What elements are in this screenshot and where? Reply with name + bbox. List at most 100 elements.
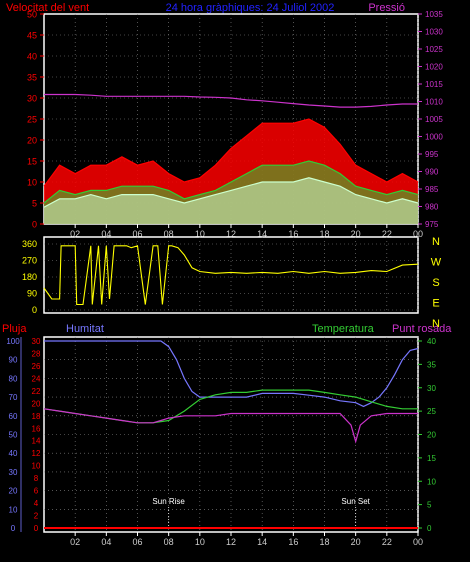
panel3-x-tick-label: 14 (257, 537, 267, 547)
panel1-x-tick-label: 00 (413, 229, 423, 239)
panel3-humidity-tick-label: 70 (9, 393, 18, 402)
panel3-humidity-tick-label: 40 (9, 449, 18, 458)
panel1-left-tick-label: 30 (27, 94, 37, 104)
panel3-x-tick-label: 20 (351, 537, 361, 547)
panel3-x-tick-label: 06 (132, 537, 142, 547)
panel3-right-axis-label-2: Punt rosada (392, 323, 452, 335)
panel1-left-tick-label: 40 (27, 52, 37, 62)
panel2-compass-label: E (432, 298, 439, 310)
panel3-rain-tick-label: 0 (34, 524, 39, 533)
panel3-left-axis-label-2: Humitat (66, 323, 104, 335)
panel1-right-tick-label: 1025 (425, 45, 443, 54)
panel3-right-tick-label: 35 (427, 360, 436, 369)
panel3-rain-tick-label: 18 (32, 412, 41, 421)
panel3-humidity-tick-label: 20 (9, 487, 18, 496)
panel3-rain-tick-label: 4 (34, 499, 39, 508)
panel3-humidity-tick-label: 80 (9, 374, 18, 383)
panel1-series-line-3 (44, 93, 418, 108)
panel3-rain-tick-label: 20 (32, 399, 41, 408)
panel1-right-tick-label: 990 (425, 168, 439, 177)
panel3-rain-tick-label: 26 (32, 362, 41, 371)
panel3-humidity-tick-label: 10 (9, 505, 18, 514)
panel3-rain-tick-label: 22 (32, 387, 41, 396)
panel3-rain-tick-label: 16 (32, 424, 41, 433)
panel3-x-tick-label: 04 (101, 537, 111, 547)
panel2-left-tick-label: 360 (22, 239, 37, 249)
panel1-left-tick-label: 45 (27, 31, 37, 41)
panel3-humidity-tick-label: 100 (6, 337, 20, 346)
panel1-left-tick-label: 35 (27, 73, 37, 83)
panel3-event-label: Sun Rise (152, 497, 185, 506)
panel3-x-tick-label: 22 (382, 537, 392, 547)
panel1-right-tick-label: 1030 (425, 28, 443, 37)
panel3-humidity-tick-label: 30 (9, 468, 18, 477)
panel3-humidity-tick-label: 50 (9, 431, 18, 440)
panel3-right-tick-label: 5 (427, 501, 432, 510)
panel2-compass-label: W (431, 257, 442, 269)
panel3-humidity-tick-label: 0 (11, 524, 16, 533)
panel2-left-tick-label: 90 (27, 289, 37, 299)
panel1-x-tick-label: 14 (257, 229, 267, 239)
panel1-x-tick-label: 08 (164, 229, 174, 239)
panel1-right-tick-label: 1000 (425, 133, 443, 142)
panel1-left-tick-label: 5 (32, 199, 37, 209)
panel3-right-tick-label: 15 (427, 454, 436, 463)
panel3-rain-tick-label: 28 (32, 349, 41, 358)
panel3-right-tick-label: 30 (427, 384, 436, 393)
panel1-x-tick-label: 02 (70, 229, 80, 239)
panel2-left-tick-label: 0 (32, 305, 37, 315)
panel3-right-axis-label-1: Temperatura (312, 323, 375, 335)
panel3-x-tick-label: 02 (70, 537, 80, 547)
panel3-rain-tick-label: 2 (34, 512, 39, 521)
panel1-right-tick-label: 995 (425, 150, 439, 159)
panel1-left-tick-label: 50 (27, 10, 37, 20)
panel3-rain-tick-label: 14 (32, 437, 41, 446)
panel1-x-tick-label: 20 (351, 229, 361, 239)
panel1-right-tick-label: 985 (425, 185, 439, 194)
panel3-rain-tick-label: 30 (32, 337, 41, 346)
panel1-series-line-1 (43, 160, 419, 204)
panel3-rain-tick-label: 8 (34, 474, 39, 483)
panel3-series-line-0 (44, 340, 419, 408)
panel1-right-tick-label: 1010 (425, 98, 443, 107)
panel2-compass-label: N (432, 318, 440, 330)
panel3-left-axis-label-1: Pluja (2, 323, 27, 335)
panel1-left-tick-label: 15 (27, 157, 37, 167)
panel3-x-tick-label: 16 (288, 537, 298, 547)
panel1-series-line-0 (43, 118, 419, 187)
panel1-right-axis-label: Pressió (368, 2, 405, 14)
panel1-right-tick-label: 1005 (425, 115, 443, 124)
panel2-left-tick-label: 270 (22, 256, 37, 266)
panel1-x-tick-label: 06 (132, 229, 142, 239)
panel3-rain-tick-label: 6 (34, 487, 39, 496)
panel3-humidity-tick-label: 60 (9, 412, 18, 421)
panel3-right-tick-label: 20 (427, 431, 436, 440)
panel1-right-tick-label: 975 (425, 220, 439, 229)
panel3-right-tick-label: 10 (427, 477, 436, 486)
panel3-x-tick-label: 10 (195, 537, 205, 547)
panel1-x-tick-label: 18 (319, 229, 329, 239)
panel1-series-line-2 (43, 177, 419, 208)
panel3-rain-tick-label: 12 (32, 449, 41, 458)
panel3-right-tick-label: 40 (427, 337, 436, 346)
panel1-right-tick-label: 1015 (425, 80, 443, 89)
panel3-humidity-tick-label: 90 (9, 356, 18, 365)
panel2-series-line-0 (43, 245, 419, 306)
panel3-x-tick-label: 12 (226, 537, 236, 547)
panel3-series-line-2 (43, 408, 418, 444)
panel1-series-area-2 (44, 177, 418, 224)
panel1-left-axis-label: Velocitat del vent (6, 2, 89, 14)
panel1-left-tick-label: 20 (27, 136, 37, 146)
panel1-x-tick-label: 22 (382, 229, 392, 239)
panel1-right-tick-label: 980 (425, 203, 439, 212)
panel2-compass-label: S (432, 277, 439, 289)
panel3-right-tick-label: 25 (427, 407, 436, 416)
panel1-left-tick-label: 0 (32, 220, 37, 230)
panel3-right-tick-label: 0 (427, 524, 432, 533)
panel3-x-tick-label: 00 (413, 537, 423, 547)
panel1-x-tick-label: 12 (226, 229, 236, 239)
panel1-right-tick-label: 1020 (425, 63, 443, 72)
panel3-rain-tick-label: 10 (32, 462, 41, 471)
panel3-rain-tick-label: 24 (32, 374, 41, 383)
